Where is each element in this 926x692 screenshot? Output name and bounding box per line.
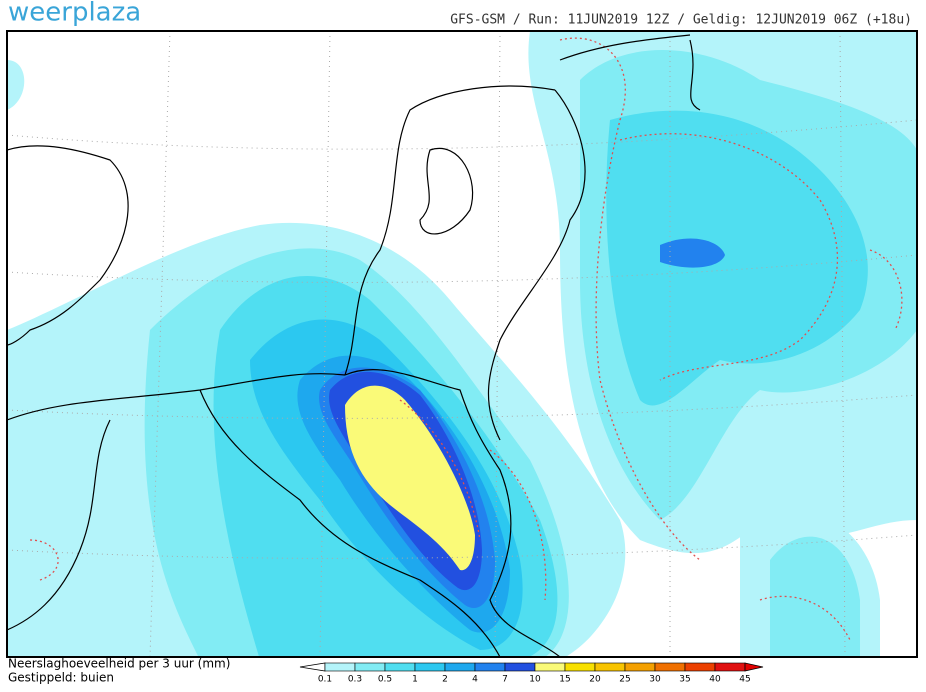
scale-under [299, 662, 326, 672]
scale-segment [474, 662, 506, 672]
scale-label: 1 [412, 675, 418, 685]
logo: weerplaza [8, 0, 141, 28]
scale-label: 0.5 [378, 675, 392, 685]
scale-label: 0.1 [318, 675, 332, 685]
map-frame [6, 30, 918, 658]
scale-segment [324, 662, 356, 672]
scale-segment [624, 662, 656, 672]
scale-segment [714, 662, 746, 672]
scale-segment [414, 662, 446, 672]
legend-title: Neerslaghoeveelheid per 3 uur (mm) [8, 657, 230, 671]
scale-segment [534, 662, 566, 672]
scale-label: 4 [472, 675, 478, 685]
scale-label: 2 [442, 675, 448, 685]
legend-subtitle: Gestippeld: buien [8, 671, 114, 685]
run-info: GFS-GSM / Run: 11JUN2019 12Z / Geldig: 1… [450, 13, 912, 28]
scale-label: 15 [559, 675, 570, 685]
scale-segment [444, 662, 476, 672]
scale-over [744, 662, 764, 672]
scale-label: 20 [589, 675, 601, 685]
scale-label: 0.3 [348, 675, 362, 685]
color-scale: 0.1 0.3 0.5 1 2 4 7 10 15 20 25 30 35 40 45 [299, 662, 764, 685]
scale-label: 45 [739, 675, 750, 685]
scale-segment [504, 662, 536, 672]
scale-label: 35 [679, 675, 690, 685]
scale-label: 7 [502, 675, 508, 685]
scale-segment [684, 662, 716, 672]
scale-segment [564, 662, 596, 672]
scale-label: 40 [709, 675, 721, 685]
scale-label: 25 [619, 675, 630, 685]
scale-segment [654, 662, 686, 672]
scale-segment [384, 662, 416, 672]
map [6, 30, 918, 658]
scale-segment [354, 662, 386, 672]
scale-label: 30 [649, 675, 661, 685]
scale-segment [594, 662, 626, 672]
scale-label: 10 [529, 675, 541, 685]
